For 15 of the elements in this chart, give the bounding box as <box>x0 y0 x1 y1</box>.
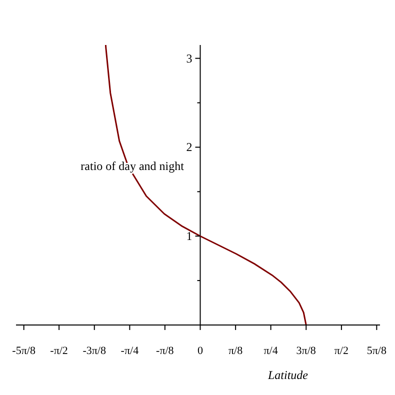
x-tick-label: π/2 <box>334 345 349 357</box>
x-tick-label: -3π/8 <box>82 345 107 357</box>
x-tick-label: 3π/8 <box>296 345 316 357</box>
x-tick-label: -π/2 <box>50 345 68 357</box>
x-tick-label: -π/8 <box>156 345 174 357</box>
x-tick-label: 0 <box>197 345 204 357</box>
x-tick-label: π/8 <box>228 345 244 357</box>
x-axis-title: Latitude <box>266 368 309 382</box>
x-tick-label: -π/4 <box>120 345 140 357</box>
y-tick-label: 2 <box>186 140 192 154</box>
x-tick-label: -5π/8 <box>12 345 36 357</box>
x-tick-label: 5π/8 <box>366 345 387 357</box>
y-tick-label: 3 <box>186 51 192 66</box>
x-tick-label: π/4 <box>264 345 278 357</box>
y-tick-label: 1 <box>186 229 192 244</box>
